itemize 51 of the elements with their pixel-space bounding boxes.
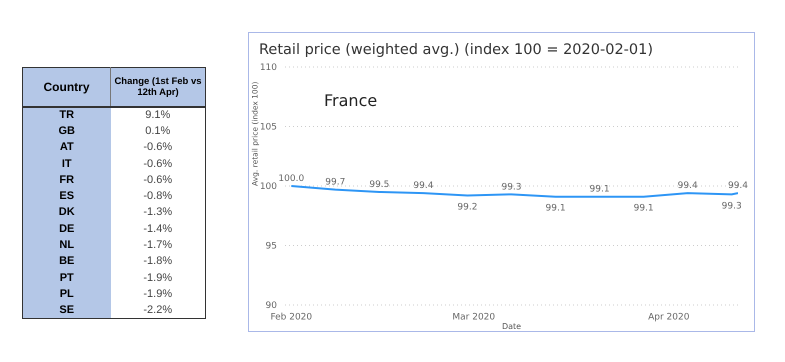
- data-label: 99.4: [413, 181, 434, 192]
- text: -1.9%: [143, 288, 172, 300]
- category-label: ES: [22, 188, 110, 204]
- x-axis-title: Date: [502, 322, 522, 331]
- text: -0.8%: [143, 190, 172, 202]
- y-tick-label: 100: [260, 182, 278, 192]
- text: -1.8%: [143, 255, 172, 268]
- category-label: AT: [22, 139, 110, 156]
- category-label: GB: [22, 122, 110, 140]
- category-label: IT: [22, 155, 110, 172]
- category-label: NL: [22, 236, 110, 254]
- text: -2.2%: [143, 304, 172, 316]
- text: -0.6%: [143, 158, 172, 170]
- text: -1.3%: [143, 206, 172, 218]
- category-label: BE: [22, 253, 110, 270]
- text: -1.7%: [143, 239, 172, 252]
- text: -1.4%: [143, 222, 172, 235]
- data-label: 99.1: [546, 204, 566, 214]
- data-label: 99.5: [369, 180, 390, 190]
- chart-title: Retail price (weighted avg.) (index 100 = 2020-02-01): [259, 42, 654, 58]
- category-label: PT: [22, 269, 110, 286]
- category-label: DK: [22, 204, 110, 221]
- x-tick-label: Apr 2020: [648, 312, 690, 322]
- category-label: DE: [22, 220, 110, 237]
- text: Country: [22, 68, 110, 106]
- text: -0.6%: [143, 141, 172, 154]
- text: -0.6%: [143, 174, 172, 186]
- category-label: FR: [22, 172, 110, 188]
- data-label: 99.3: [722, 201, 742, 212]
- category-label: SE: [22, 302, 110, 318]
- data-label: 99.4: [728, 181, 748, 192]
- text: -1.9%: [143, 272, 172, 284]
- data-label: 99.1: [634, 204, 654, 214]
- annotation: France: [324, 91, 378, 110]
- data-label: 99.7: [325, 178, 346, 188]
- y-tick-label: 90: [266, 301, 278, 312]
- data-label: 99.3: [501, 182, 522, 192]
- data-label: 100.0: [278, 174, 304, 184]
- category-label: TR: [22, 106, 110, 123]
- text: Change (1st Feb vs 12th Apr): [110, 68, 206, 106]
- y-tick-label: 95: [266, 242, 277, 252]
- data-label: 99.1: [590, 184, 610, 195]
- y-tick-label: 105: [260, 122, 277, 133]
- data-label: 99.4: [678, 181, 698, 192]
- text: 9.1%: [145, 109, 170, 122]
- x-tick-label: Feb 2020: [270, 312, 312, 322]
- x-tick-label: Mar 2020: [452, 312, 496, 322]
- category-label: PL: [22, 286, 110, 302]
- text: 0.1%: [145, 124, 170, 137]
- y-tick-label: 110: [260, 63, 278, 74]
- data-label: 99.2: [457, 202, 478, 213]
